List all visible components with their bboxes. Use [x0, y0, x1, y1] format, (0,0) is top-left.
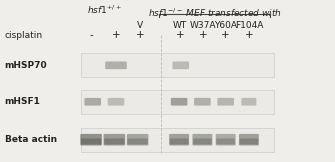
FancyBboxPatch shape: [127, 139, 148, 144]
FancyBboxPatch shape: [170, 139, 188, 144]
FancyBboxPatch shape: [80, 134, 102, 145]
Text: mHSP70: mHSP70: [5, 61, 47, 70]
Text: +: +: [112, 30, 120, 40]
Text: -: -: [90, 30, 93, 40]
FancyBboxPatch shape: [169, 134, 189, 145]
Text: +: +: [199, 30, 207, 40]
Text: V: V: [137, 21, 143, 29]
Text: +: +: [221, 30, 230, 40]
FancyBboxPatch shape: [194, 98, 211, 106]
FancyBboxPatch shape: [127, 134, 148, 145]
Text: Y60A: Y60A: [214, 21, 237, 29]
FancyBboxPatch shape: [108, 98, 124, 106]
FancyBboxPatch shape: [192, 134, 212, 145]
FancyBboxPatch shape: [171, 98, 188, 106]
Text: +: +: [245, 30, 253, 40]
FancyBboxPatch shape: [216, 139, 235, 144]
FancyBboxPatch shape: [242, 98, 256, 106]
Bar: [81, 128, 274, 152]
Text: cisplatin: cisplatin: [5, 31, 43, 40]
Text: W37A: W37A: [190, 21, 216, 29]
Text: F104A: F104A: [235, 21, 263, 29]
Text: $hsf1^{-/-}$ MEF transfected with: $hsf1^{-/-}$ MEF transfected with: [148, 6, 282, 19]
FancyBboxPatch shape: [104, 139, 125, 144]
FancyBboxPatch shape: [173, 61, 189, 69]
FancyBboxPatch shape: [105, 61, 127, 69]
Text: $hsf1^{+/+}$: $hsf1^{+/+}$: [86, 3, 121, 16]
FancyBboxPatch shape: [240, 139, 258, 144]
FancyBboxPatch shape: [216, 134, 236, 145]
Text: Beta actin: Beta actin: [5, 135, 57, 144]
FancyBboxPatch shape: [239, 134, 259, 145]
Text: mHSF1: mHSF1: [5, 97, 41, 106]
FancyBboxPatch shape: [84, 98, 101, 106]
Bar: [81, 53, 274, 77]
Text: +: +: [136, 30, 145, 40]
FancyBboxPatch shape: [217, 98, 234, 106]
Text: WT: WT: [173, 21, 187, 29]
FancyBboxPatch shape: [193, 139, 212, 144]
FancyBboxPatch shape: [104, 134, 125, 145]
Bar: [81, 90, 274, 114]
FancyBboxPatch shape: [81, 139, 101, 144]
Text: +: +: [176, 30, 185, 40]
